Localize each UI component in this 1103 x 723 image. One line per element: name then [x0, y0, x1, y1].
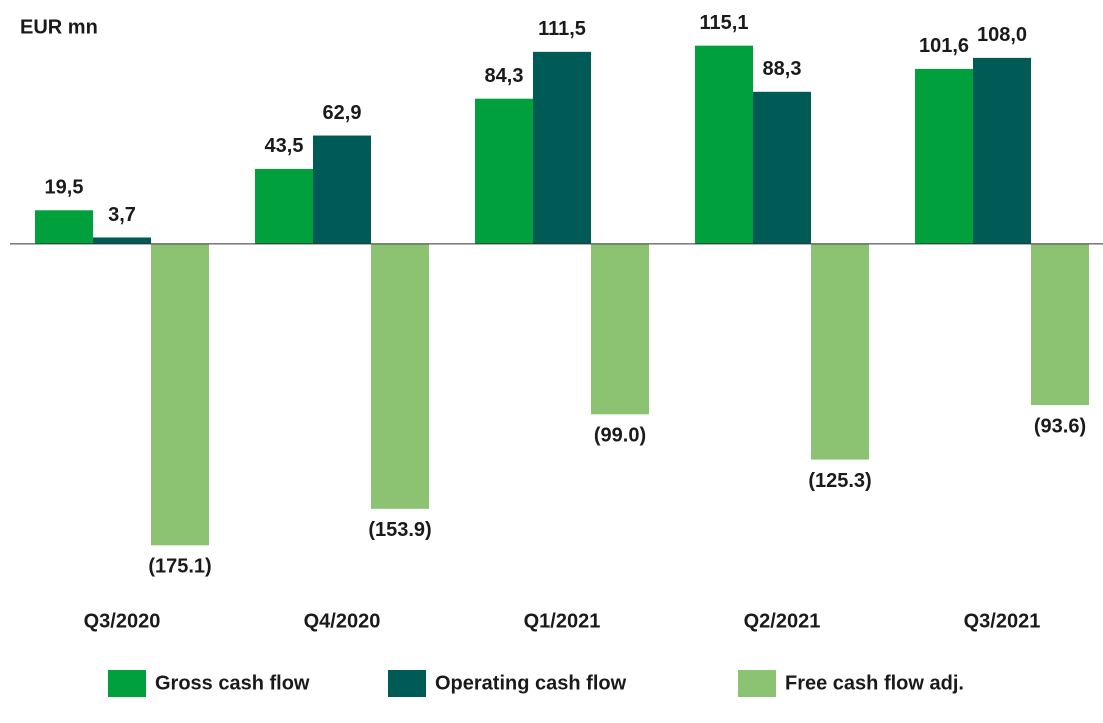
- x-tick-label: Q4/2020: [304, 610, 381, 632]
- data-label: (99.0): [594, 425, 646, 447]
- data-label: 84,3: [485, 65, 524, 87]
- legend-label: Operating cash flow: [435, 672, 627, 694]
- legend-label: Gross cash flow: [155, 672, 310, 694]
- bar: [475, 98, 533, 244]
- x-tick-label: Q1/2021: [524, 610, 601, 632]
- bar: [151, 243, 209, 546]
- bar: [973, 57, 1031, 244]
- bar: [313, 135, 371, 244]
- data-label: 62,9: [323, 102, 362, 124]
- data-label: (175.1): [148, 556, 211, 578]
- data-label: 115,1: [700, 12, 749, 34]
- bar: [1031, 243, 1089, 406]
- legend-swatch: [108, 670, 146, 697]
- data-label: 111,5: [538, 18, 586, 40]
- data-label: 108,0: [977, 24, 1027, 46]
- x-tick-label: Q3/2021: [964, 610, 1041, 632]
- data-label: 101,6: [919, 35, 969, 57]
- legend-label: Free cash flow adj.: [785, 672, 964, 694]
- data-label: 3,7: [108, 204, 136, 226]
- data-label: (125.3): [808, 470, 871, 492]
- data-label: 43,5: [265, 135, 304, 157]
- data-label: 19,5: [45, 177, 84, 199]
- bar: [811, 243, 869, 460]
- bar: [35, 210, 93, 244]
- chart-title: EUR mn: [20, 16, 98, 38]
- bar: [915, 68, 973, 244]
- bar: [753, 91, 811, 244]
- legend-swatch: [738, 670, 776, 697]
- legend-swatch: [388, 670, 426, 697]
- bar: [93, 237, 151, 244]
- data-label: (93.6): [1034, 415, 1086, 437]
- x-tick-label: Q3/2020: [84, 610, 161, 632]
- bar: [695, 45, 753, 244]
- bar: [591, 243, 649, 415]
- data-label: 88,3: [763, 58, 802, 80]
- bar: [255, 168, 313, 244]
- bar: [371, 243, 429, 509]
- x-tick-label: Q2/2021: [744, 610, 821, 632]
- data-label: (153.9): [368, 519, 431, 541]
- bar: [533, 51, 591, 244]
